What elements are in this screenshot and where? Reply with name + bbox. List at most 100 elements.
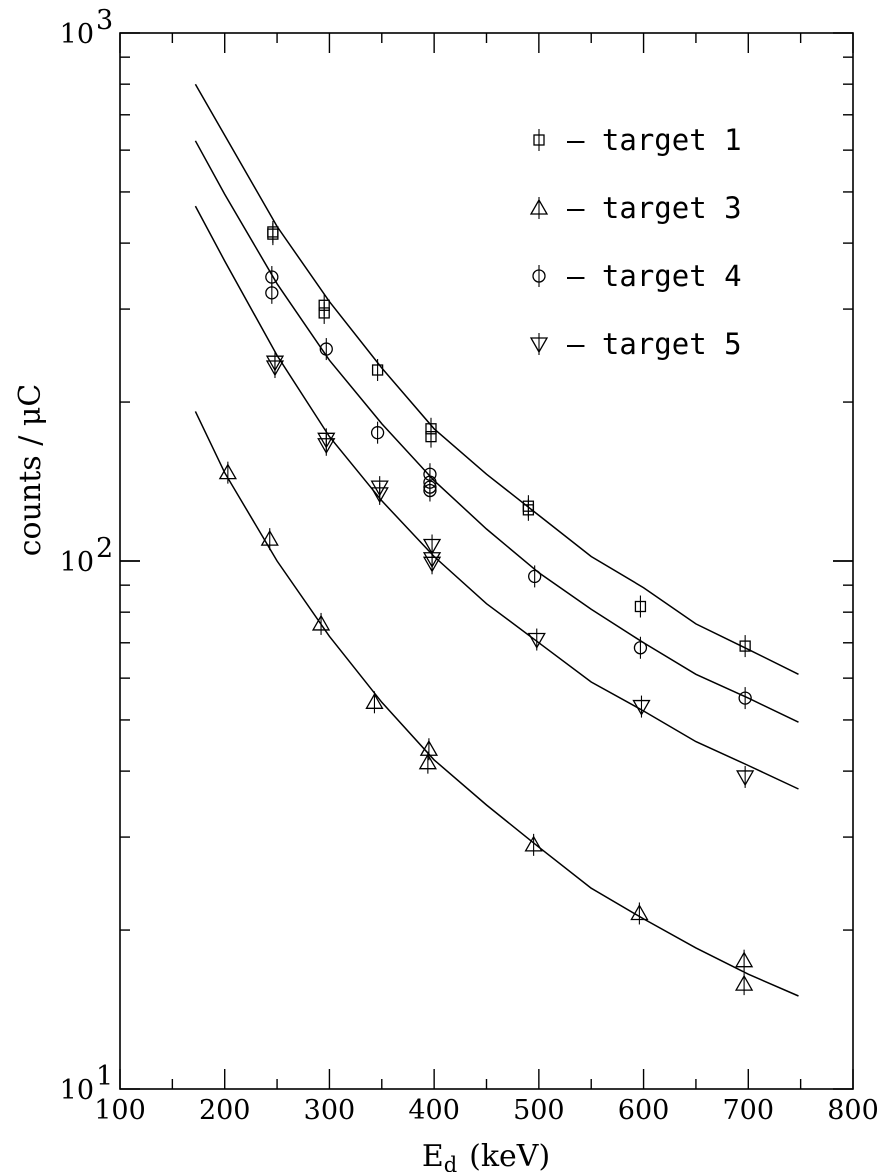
square-marker xyxy=(267,228,279,240)
triangle-down-marker xyxy=(317,432,336,449)
triangle-up-marker xyxy=(260,529,279,546)
legend-marker xyxy=(532,265,546,287)
data-point-series-1 xyxy=(267,223,279,246)
fit-curve-series-1 xyxy=(194,83,799,675)
data-points xyxy=(218,220,755,996)
x-tick-label: 500 xyxy=(513,1095,565,1126)
circle-marker xyxy=(633,641,648,655)
triangle-down-marker xyxy=(632,699,651,716)
data-point-series-2 xyxy=(630,902,649,925)
data-point-series-2 xyxy=(418,751,437,774)
data-point-series-3 xyxy=(528,565,542,588)
x-tick-label: 100 xyxy=(94,1095,146,1126)
circle-marker xyxy=(319,342,333,356)
triangle-down-marker xyxy=(422,556,442,573)
square-marker xyxy=(634,600,647,613)
x-axis-label-subscript: d xyxy=(444,1153,457,1172)
triangle-down-marker xyxy=(422,538,442,555)
circle-marker xyxy=(532,269,546,283)
x-axis-label-unit: (keV) xyxy=(469,1139,550,1172)
triangle-up-marker xyxy=(365,692,384,709)
triangle-up-marker xyxy=(218,463,237,480)
data-point-series-4 xyxy=(370,482,389,505)
legend-label: – target 4 xyxy=(567,259,742,293)
data-point-series-1 xyxy=(318,301,330,324)
data-point-series-2 xyxy=(311,612,331,635)
legend-label: – target 3 xyxy=(567,191,742,225)
y-tick-label: 10 xyxy=(60,19,94,50)
fit-curve-series-3 xyxy=(194,140,799,723)
fit-curve-series-4 xyxy=(194,205,799,790)
triangle-up-marker xyxy=(630,904,649,921)
square-marker xyxy=(739,640,751,652)
y-tick-label: 10 xyxy=(60,1075,94,1106)
data-point-series-3 xyxy=(633,636,648,659)
x-tick-label: 600 xyxy=(618,1095,670,1126)
legend-label: – target 5 xyxy=(567,327,742,361)
data-point-series-1 xyxy=(522,498,535,521)
data-point-series-4 xyxy=(736,765,755,788)
data-point-series-4 xyxy=(265,356,285,379)
square-marker xyxy=(533,134,545,146)
triangle-down-marker xyxy=(317,438,336,455)
triangle-up-marker xyxy=(524,835,543,852)
square-marker xyxy=(522,504,535,516)
data-point-series-4 xyxy=(527,628,546,651)
legend: – target 1 – target 3 – target 4 – target 5 xyxy=(529,123,742,361)
data-point-series-2 xyxy=(524,833,543,856)
plot-frame xyxy=(119,32,854,1090)
data-point-series-2 xyxy=(260,528,279,551)
data-point-series-2 xyxy=(365,691,384,714)
data-point-series-2 xyxy=(218,461,237,484)
triangle-down-marker xyxy=(527,632,546,649)
y-tick-label-exponent: 3 xyxy=(96,5,113,36)
data-point-series-3 xyxy=(370,421,385,444)
y-axis-label: counts / μC xyxy=(13,384,48,557)
legend-marker xyxy=(533,129,545,151)
x-tick-label: 300 xyxy=(304,1095,356,1126)
data-point-series-1 xyxy=(634,595,647,618)
circle-marker xyxy=(265,286,279,300)
x-axis-label: Ed (keV) xyxy=(422,1139,550,1172)
triangle-up-marker xyxy=(734,974,754,991)
legend-label: – target 1 xyxy=(567,123,742,157)
x-tick-label: 400 xyxy=(408,1095,460,1126)
data-point-series-4 xyxy=(632,695,651,718)
circle-marker xyxy=(528,569,542,584)
axis-ticks xyxy=(119,32,854,1090)
y-tick-label-exponent: 1 xyxy=(96,1061,113,1092)
fit-curve-series-2 xyxy=(194,411,799,997)
data-point-series-1 xyxy=(739,635,751,658)
triangle-down-marker xyxy=(370,487,389,504)
circle-marker xyxy=(370,426,385,440)
legend-marker xyxy=(529,333,549,355)
x-tick-label: 700 xyxy=(723,1095,775,1126)
triangle-up-marker xyxy=(734,951,754,968)
triangle-down-marker xyxy=(736,770,755,787)
data-point-series-3 xyxy=(738,687,752,710)
legend-marker xyxy=(529,197,549,219)
triangle-up-marker xyxy=(529,198,549,215)
circle-marker xyxy=(738,691,752,705)
triangle-up-marker xyxy=(418,753,437,770)
triangle-down-marker xyxy=(265,360,285,377)
data-point-series-2 xyxy=(734,973,754,996)
data-point-series-4 xyxy=(422,552,442,575)
x-tick-label: 200 xyxy=(199,1095,251,1126)
y-tick-label: 10 xyxy=(60,547,94,578)
square-marker xyxy=(318,307,330,319)
data-point-series-1 xyxy=(425,425,437,448)
square-marker xyxy=(425,430,437,443)
data-point-series-3 xyxy=(265,281,279,304)
circle-marker xyxy=(423,483,437,498)
data-point-series-3 xyxy=(319,338,333,361)
data-point-series-1 xyxy=(371,359,384,382)
triangle-down-marker xyxy=(529,337,549,354)
triangle-up-marker xyxy=(311,614,331,631)
y-tick-label-exponent: 2 xyxy=(96,533,113,564)
square-marker xyxy=(371,364,384,376)
x-tick-label: 800 xyxy=(827,1095,879,1126)
x-tick-labels: 100 200 300 400 500 600 700 800 xyxy=(94,1095,879,1126)
x-axis-label-main: E xyxy=(422,1139,444,1172)
